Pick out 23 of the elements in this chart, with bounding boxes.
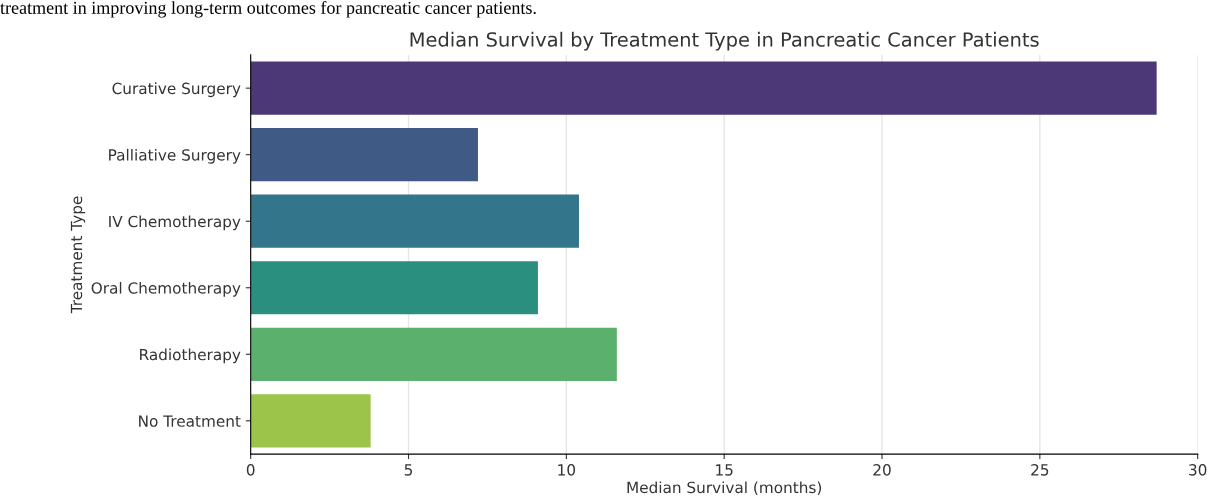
x-tick-label: 25 [1031,464,1049,476]
x-tick-label: 15 [716,464,733,476]
y-tick-label: IV Chemotherapy [109,215,241,231]
text: treatment in improving long-term outcomes for pancreatic cancer patients. [0,1,536,18]
x-axis-title: Median Survival (months) [627,481,822,495]
bar [250,394,371,448]
y-tick-label: Palliative Surgery [109,148,241,164]
y-tick-label: Radiotherapy [140,348,241,364]
y-tick-label: Oral Chemotherapy [91,281,241,297]
x-tick-label: 20 [873,464,891,476]
bar [250,194,579,248]
x-tick-label: 0 [246,464,255,476]
y-tick-label: No Treatment [139,415,241,427]
bar [250,327,617,381]
y-tick-label: Curative Surgery [112,82,241,98]
bar [250,128,478,182]
y-axis-title: Treatment Type [70,196,86,314]
x-tick-label: 5 [404,464,413,476]
bar [250,61,1157,115]
x-tick-label: 10 [558,464,576,476]
chart-title: Median Survival by Treatment Type in Pancreatic Cancer Patients [410,31,1039,51]
bar [250,261,538,315]
x-tick-label: 30 [1189,464,1207,476]
